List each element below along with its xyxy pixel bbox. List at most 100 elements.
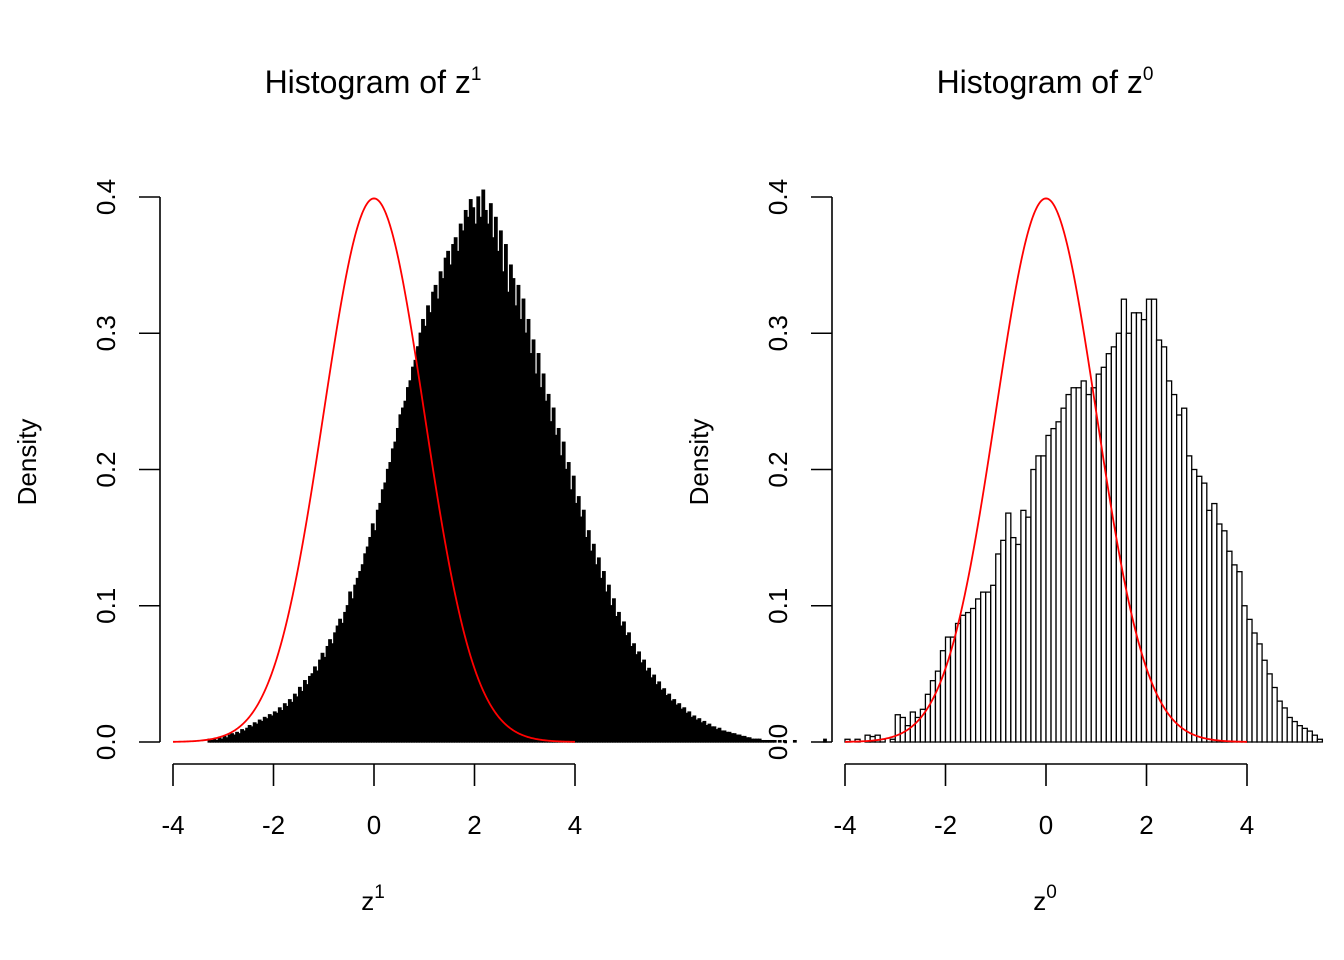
y-tick-label: 0.2 bbox=[91, 451, 121, 487]
histogram-bars-left bbox=[207, 189, 827, 743]
histogram-bar bbox=[1120, 298, 1128, 743]
histogram-bar bbox=[975, 598, 982, 743]
histogram-bar bbox=[1291, 720, 1298, 743]
histogram-bar bbox=[1311, 734, 1318, 743]
histogram-bar bbox=[1125, 332, 1133, 743]
histogram-bar bbox=[1075, 387, 1082, 743]
histogram-bar bbox=[772, 739, 777, 743]
histogram-bar bbox=[777, 739, 782, 743]
histogram-bar bbox=[1206, 509, 1213, 743]
histogram-bar bbox=[1030, 468, 1037, 743]
histogram-bar bbox=[1181, 407, 1188, 743]
histogram-bar bbox=[995, 553, 1002, 743]
histogram-bar bbox=[1100, 366, 1107, 743]
histogram-bar bbox=[1176, 414, 1183, 743]
histogram-bar bbox=[1201, 482, 1208, 743]
y-tick-label: 0.1 bbox=[763, 588, 793, 624]
histogram-bar bbox=[1015, 543, 1022, 743]
histogram-bar bbox=[964, 611, 972, 743]
x-tick-label: 2 bbox=[1139, 810, 1153, 840]
histogram-bar bbox=[1266, 673, 1273, 743]
histogram-bar bbox=[1301, 727, 1308, 743]
histogram-bar bbox=[1070, 387, 1077, 743]
x-axis-left: -4 -2 0 2 4 bbox=[161, 763, 582, 840]
histogram-bar bbox=[1170, 393, 1178, 743]
histogram-bar bbox=[1226, 550, 1233, 743]
y-axis-label-left: Density bbox=[12, 419, 42, 506]
histogram-bar bbox=[1135, 312, 1143, 743]
histogram-bar bbox=[954, 622, 962, 743]
histogram-bar bbox=[1306, 730, 1313, 743]
y-tick-label: 0.1 bbox=[91, 588, 121, 624]
histogram-bar bbox=[1105, 353, 1112, 743]
histogram-bar bbox=[929, 680, 937, 743]
histogram-bar bbox=[894, 714, 901, 743]
histogram-bar bbox=[1050, 427, 1057, 743]
x-tick-label: 0 bbox=[1039, 810, 1053, 840]
x-axis-label-left: z1 bbox=[361, 882, 385, 916]
x-tick-label: -2 bbox=[262, 810, 285, 840]
x-tick-label: 4 bbox=[568, 810, 582, 840]
histogram-bar bbox=[1000, 539, 1007, 743]
histogram-bar bbox=[1035, 455, 1042, 743]
histogram-bars-right bbox=[844, 298, 1324, 743]
histogram-bar bbox=[1216, 523, 1223, 743]
histogram-bar bbox=[1085, 393, 1092, 743]
x-axis-right: -4 -2 0 2 4 bbox=[833, 763, 1254, 840]
histogram-bar bbox=[1196, 475, 1203, 743]
x-tick-label: -2 bbox=[934, 810, 957, 840]
histogram-bar bbox=[1025, 516, 1032, 743]
histogram-bar bbox=[899, 716, 906, 743]
histogram-bar bbox=[792, 739, 797, 743]
histogram-bar bbox=[889, 738, 896, 743]
histogram-bar bbox=[1110, 346, 1117, 743]
histogram-bar bbox=[980, 591, 987, 743]
y-tick-label: 0.2 bbox=[763, 451, 793, 487]
normal-density-curve-right bbox=[844, 197, 1248, 743]
histogram-bar bbox=[1231, 564, 1238, 743]
y-tick-label: 0.4 bbox=[91, 179, 121, 215]
histogram-bar bbox=[1251, 632, 1258, 743]
chart-title-left: Histogram of z1 bbox=[265, 64, 482, 100]
histogram-bar bbox=[1055, 421, 1062, 743]
histogram-bar bbox=[1221, 530, 1228, 743]
histogram-bar bbox=[1040, 455, 1047, 743]
histogram-bar bbox=[1211, 502, 1218, 743]
x-tick-label: 0 bbox=[367, 810, 381, 840]
histogram-bar bbox=[1271, 686, 1278, 743]
y-tick-label: 0.0 bbox=[763, 724, 793, 760]
histogram-bar bbox=[1065, 393, 1072, 743]
x-tick-label: -4 bbox=[833, 810, 856, 840]
histogram-bar bbox=[985, 591, 992, 743]
histogram-bar bbox=[1020, 509, 1027, 743]
histogram-bar bbox=[1140, 318, 1148, 743]
histogram-bar bbox=[1090, 387, 1097, 743]
x-axis-label-right: z0 bbox=[1033, 882, 1057, 916]
histogram-bar bbox=[939, 650, 947, 743]
histogram-bar bbox=[1150, 298, 1158, 743]
x-tick-label: 2 bbox=[467, 810, 481, 840]
histogram-bar bbox=[1005, 512, 1012, 743]
histogram-bar bbox=[1130, 312, 1138, 743]
histogram-bar bbox=[990, 584, 997, 743]
histogram-bar bbox=[1165, 380, 1173, 743]
y-tick-label: 0.3 bbox=[763, 315, 793, 351]
histogram-panel-right: Histogram of z0 Density z0 -4 -2 0 2 4 0.00.… bbox=[684, 64, 1324, 916]
y-axis-right: 0.0 0.1 0.2 0.3 0.4 bbox=[763, 179, 833, 760]
histogram-bar bbox=[1241, 605, 1248, 743]
histogram-bar bbox=[1296, 725, 1303, 743]
histogram-bar bbox=[1281, 707, 1288, 743]
histogram-bar bbox=[924, 693, 932, 743]
y-tick-label: 0.4 bbox=[763, 179, 793, 215]
histogram-bar bbox=[1186, 455, 1193, 743]
histogram-bar bbox=[782, 739, 787, 743]
histogram-bar bbox=[1276, 700, 1283, 743]
normal-density-curve-left bbox=[172, 197, 576, 743]
histogram-bar bbox=[1080, 380, 1087, 743]
histogram-bar bbox=[1155, 339, 1163, 743]
x-tick-label: -4 bbox=[161, 810, 184, 840]
x-tick-label: 4 bbox=[1240, 810, 1254, 840]
histogram-bar bbox=[959, 614, 967, 743]
y-axis-label-right: Density bbox=[684, 419, 714, 506]
